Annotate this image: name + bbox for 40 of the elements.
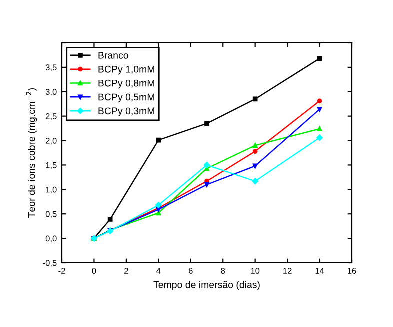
y-tick-label: 2,0 bbox=[46, 138, 57, 145]
point bbox=[252, 149, 258, 154]
x-tick-label: 4 bbox=[156, 268, 161, 274]
x-tick-label: 8 bbox=[221, 268, 226, 274]
x-tick-label: 6 bbox=[188, 268, 193, 274]
legend-label: Branco bbox=[98, 52, 128, 59]
point bbox=[108, 217, 113, 222]
point bbox=[252, 96, 258, 102]
x-tick-label: 0 bbox=[92, 268, 96, 274]
y-axis-title: Teor de íons cobre (mg.cm$^{−2}$) bbox=[26, 88, 38, 218]
y-tick-label: -0,5 bbox=[43, 260, 57, 268]
point bbox=[156, 138, 162, 143]
x-tick-label: 16 bbox=[348, 268, 356, 274]
x-tick-label: 2 bbox=[124, 268, 128, 274]
y-tick-label: 1,5 bbox=[46, 162, 57, 170]
y-tick-label: 3,5 bbox=[46, 64, 57, 72]
y-tick-label: 2,5 bbox=[46, 114, 57, 120]
x-tick-label: 10 bbox=[251, 268, 260, 274]
legend-label: BCPy 0,3mM bbox=[98, 108, 154, 117]
point bbox=[252, 178, 258, 185]
point bbox=[316, 134, 323, 141]
x-tick-label: -2 bbox=[58, 268, 66, 274]
point bbox=[317, 56, 322, 62]
legend-label: BCPy 1,0mM bbox=[98, 66, 154, 75]
y-tick-label: 0,5 bbox=[46, 211, 57, 218]
point bbox=[317, 98, 322, 104]
y-tick-label: 0,0 bbox=[46, 236, 57, 243]
x-axis-title: Tempo de imersão (dias) bbox=[154, 281, 260, 290]
point bbox=[204, 162, 210, 168]
y-tick-label: 3,0 bbox=[46, 89, 57, 96]
legend-label: BCPy 0,8mM bbox=[98, 80, 154, 89]
point bbox=[252, 164, 258, 169]
point bbox=[204, 121, 210, 126]
legend-label: BCPy 0,5mM bbox=[98, 94, 154, 103]
x-tick-label: 14 bbox=[316, 268, 324, 274]
x-tick-label: 12 bbox=[284, 268, 292, 274]
y-tick-label: 1,0 bbox=[46, 186, 57, 194]
point bbox=[156, 210, 162, 216]
point bbox=[204, 182, 210, 188]
point bbox=[156, 202, 162, 208]
